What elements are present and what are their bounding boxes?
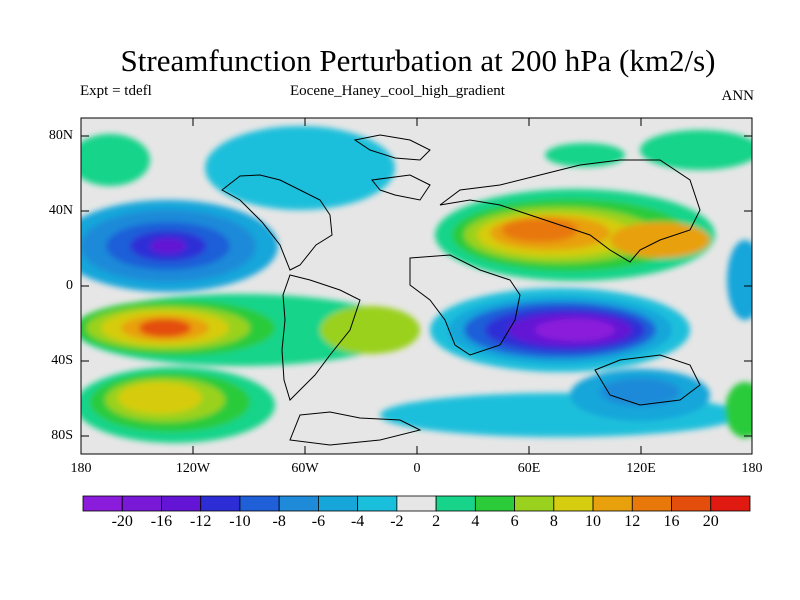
colorbar-label: -20 [111, 513, 133, 530]
colorbar-label: 12 [624, 513, 641, 530]
colorbar-label: 20 [702, 513, 719, 530]
colorbar-label: -8 [272, 513, 286, 530]
colorbar-swatch [161, 495, 202, 512]
colorbar-swatch [631, 495, 672, 512]
case-name-label: Eocene_Haney_cool_high_gradient [290, 83, 505, 99]
colorbar-label: -16 [150, 513, 173, 530]
plot-title: Streamfunction Perturbation at 200 hPa (… [120, 43, 716, 78]
colorbar-swatch [82, 495, 123, 512]
lon-label-0: 0 [413, 461, 421, 476]
lat-label-80n: 80N [48, 128, 73, 143]
lat-label-40s: 40S [51, 353, 73, 368]
colorbar-label: 8 [549, 513, 558, 530]
colorbar-swatch [121, 495, 162, 512]
colorbar-swatch [396, 495, 437, 512]
lon-label-120e: 120E [626, 461, 656, 476]
lat-label-eq: 0 [66, 278, 73, 293]
lon-label-60w: 60W [291, 461, 319, 476]
colorbar-swatch [514, 495, 555, 512]
colorbar-label: 10 [585, 513, 602, 530]
longitude-ticks [192, 118, 642, 454]
colorbar-swatch [474, 495, 515, 512]
colorbar-label: -2 [390, 513, 404, 530]
colorbar-swatch [671, 495, 712, 512]
colorbar-swatch [318, 495, 359, 512]
colorbar-swatch [553, 495, 594, 512]
lon-label-180e: 180 [741, 461, 763, 476]
contour-fill-layer [81, 118, 752, 454]
lon-label-180w: 180 [70, 461, 92, 476]
colorbar-label: 6 [510, 513, 519, 530]
season-label: ANN [721, 88, 755, 104]
lon-label-120w: 120W [175, 461, 211, 476]
lat-label-80s: 80S [51, 428, 73, 443]
colorbar-label: -12 [190, 513, 212, 530]
experiment-label: Expt = tdefl [80, 83, 152, 99]
colorbar-swatch [357, 495, 398, 512]
colorbar-swatch [200, 495, 241, 512]
lat-label-40n: 40N [48, 203, 73, 218]
colorbar-label: 4 [471, 513, 480, 530]
colorbar [82, 495, 751, 512]
colorbar-swatch [592, 495, 633, 512]
colorbar-swatch [239, 495, 280, 512]
colorbar-label: -6 [311, 513, 326, 530]
lon-label-60e: 60E [517, 461, 541, 476]
colorbar-swatch [710, 495, 751, 512]
colorbar-swatch [435, 495, 476, 512]
coastlines [221, 134, 701, 446]
colorbar-label: -4 [350, 513, 365, 530]
colorbar-label: 2 [432, 513, 441, 530]
latitude-ticks [81, 135, 752, 437]
colorbar-swatch [278, 495, 319, 512]
colorbar-label: -10 [229, 513, 251, 530]
colorbar-label: 16 [663, 513, 680, 530]
